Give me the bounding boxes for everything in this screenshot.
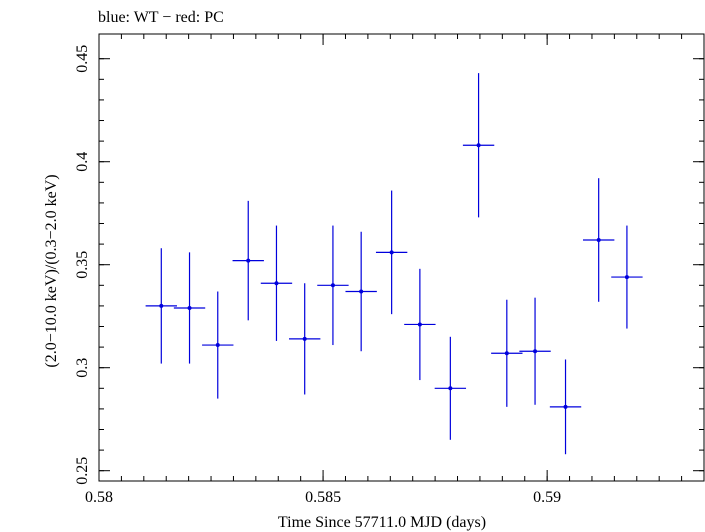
data-point: [583, 178, 615, 302]
data-point: [202, 291, 234, 399]
data-point: [549, 359, 582, 455]
data-marker: [476, 143, 481, 148]
y-tick-label: 0.3: [74, 358, 91, 378]
data-point: [345, 231, 377, 352]
data-point: [317, 225, 349, 346]
data-marker: [187, 305, 192, 310]
data-point: [289, 283, 321, 395]
data-point: [404, 268, 436, 381]
data-point: [462, 73, 495, 218]
data-marker: [624, 275, 629, 280]
data-point: [173, 252, 206, 364]
data-marker: [504, 351, 509, 356]
data-marker: [596, 237, 601, 242]
data-marker: [274, 281, 279, 286]
data-point: [611, 225, 643, 329]
data-marker: [563, 404, 568, 409]
x-tick-label: 0.59: [533, 489, 561, 506]
data-point: [260, 225, 293, 341]
data-point: [434, 336, 467, 440]
data-point: [145, 248, 177, 364]
data-marker: [215, 343, 220, 348]
data-marker: [302, 336, 307, 341]
y-tick-label: 0.4: [74, 152, 91, 172]
data-marker: [246, 258, 251, 263]
data-point: [375, 190, 408, 315]
y-tick-label: 0.35: [74, 251, 91, 279]
data-marker: [448, 386, 453, 391]
data-point: [491, 299, 523, 407]
data-marker: [389, 250, 394, 255]
data-point: [519, 297, 551, 405]
data-point: [232, 200, 264, 321]
y-axis-label: (2.0−10.0 keV)/(0.3−2.0 keV): [43, 174, 60, 367]
x-tick-label: 0.58: [85, 489, 113, 506]
plot-frame: [98, 33, 705, 482]
data-marker: [159, 303, 164, 308]
axis-ticks: 0.58 0.585 0.59 0.25 0.3 0.35 0.4 0.45: [74, 34, 705, 506]
x-axis-label: Time Since 57711.0 MJD (days): [278, 514, 486, 531]
data-marker: [330, 283, 335, 288]
data-marker: [359, 289, 364, 294]
x-tick-label: 0.585: [305, 489, 341, 506]
data-series: [145, 73, 643, 455]
data-marker: [533, 349, 538, 354]
data-marker: [417, 322, 422, 327]
y-tick-label: 0.25: [74, 457, 91, 485]
chart-title: blue: WT − red: PC: [98, 9, 224, 26]
y-tick-label: 0.45: [74, 45, 91, 73]
